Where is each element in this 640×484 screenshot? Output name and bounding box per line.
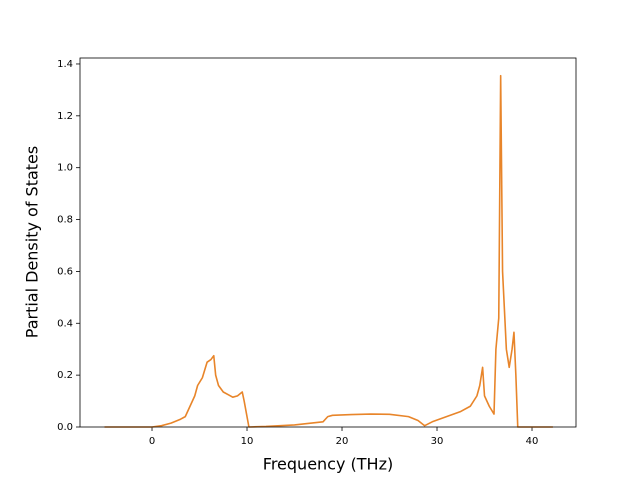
x-tick-label: 0 — [149, 436, 155, 447]
x-tick-label: 10 — [241, 436, 254, 447]
y-tick-label: 0.8 — [57, 215, 73, 226]
y-tick-label: 1.0 — [57, 163, 73, 174]
y-tick-label: 1.4 — [57, 59, 73, 70]
axes-frame — [79, 57, 577, 428]
data-line — [104, 74, 553, 428]
y-tick-label: 0.2 — [57, 370, 73, 381]
x-axis-label: Frequency (THz) — [263, 455, 393, 474]
y-axis-label: Partial Density of States — [23, 146, 42, 338]
x-tick-label: 30 — [431, 436, 444, 447]
y-tick-label: 0.6 — [57, 266, 73, 277]
y-tick-label: 0.4 — [57, 318, 73, 329]
x-tick-label: 40 — [526, 436, 539, 447]
x-tick-label: 20 — [336, 436, 349, 447]
y-tick-label: 0.0 — [57, 422, 73, 433]
y-tick-label: 1.2 — [57, 111, 73, 122]
